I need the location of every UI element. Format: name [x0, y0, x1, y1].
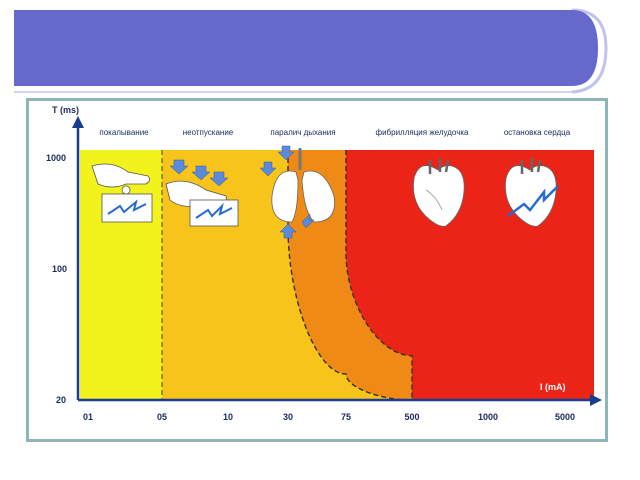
hand-grip-icon [165, 159, 239, 227]
x-tick-label: 500 [404, 412, 419, 422]
x-axis-arrow [590, 394, 602, 406]
zone-fill-1 [80, 150, 162, 400]
y-tick-label: 100 [52, 264, 67, 274]
x-tick-label: 10 [223, 412, 233, 422]
x-tick-label: 1000 [478, 412, 498, 422]
y-tick-label: 20 [56, 395, 66, 405]
slide-header [0, 0, 640, 110]
y-axis-label: T (ms) [52, 105, 79, 115]
zone-label: фибрилляция желудочка [376, 128, 470, 137]
y-axis-arrow [72, 116, 84, 128]
zone-label: остановка сердца [504, 128, 571, 137]
hand-touch-icon [91, 163, 153, 223]
header-accent [571, 8, 608, 94]
x-tick-label: 30 [283, 412, 293, 422]
x-tick-label: 75 [341, 412, 351, 422]
x-tick-label: 5000 [555, 412, 575, 422]
boundary-3 [345, 150, 413, 400]
heart-icon [412, 158, 465, 227]
x-tick-label: 01 [83, 412, 93, 422]
header-bar [14, 10, 598, 86]
x-tick-label: 05 [157, 412, 167, 422]
heart-lightning-icon [504, 158, 559, 227]
zone-label: паралич дыхания [270, 128, 335, 137]
zone-label: покалывание [99, 128, 149, 137]
x-axis-label: I (mA) [540, 382, 566, 392]
zone-label: неотпускание [183, 128, 234, 137]
lungs-icon [259, 145, 335, 239]
boundary-2 [287, 150, 413, 401]
y-tick-label: 1000 [46, 153, 66, 163]
